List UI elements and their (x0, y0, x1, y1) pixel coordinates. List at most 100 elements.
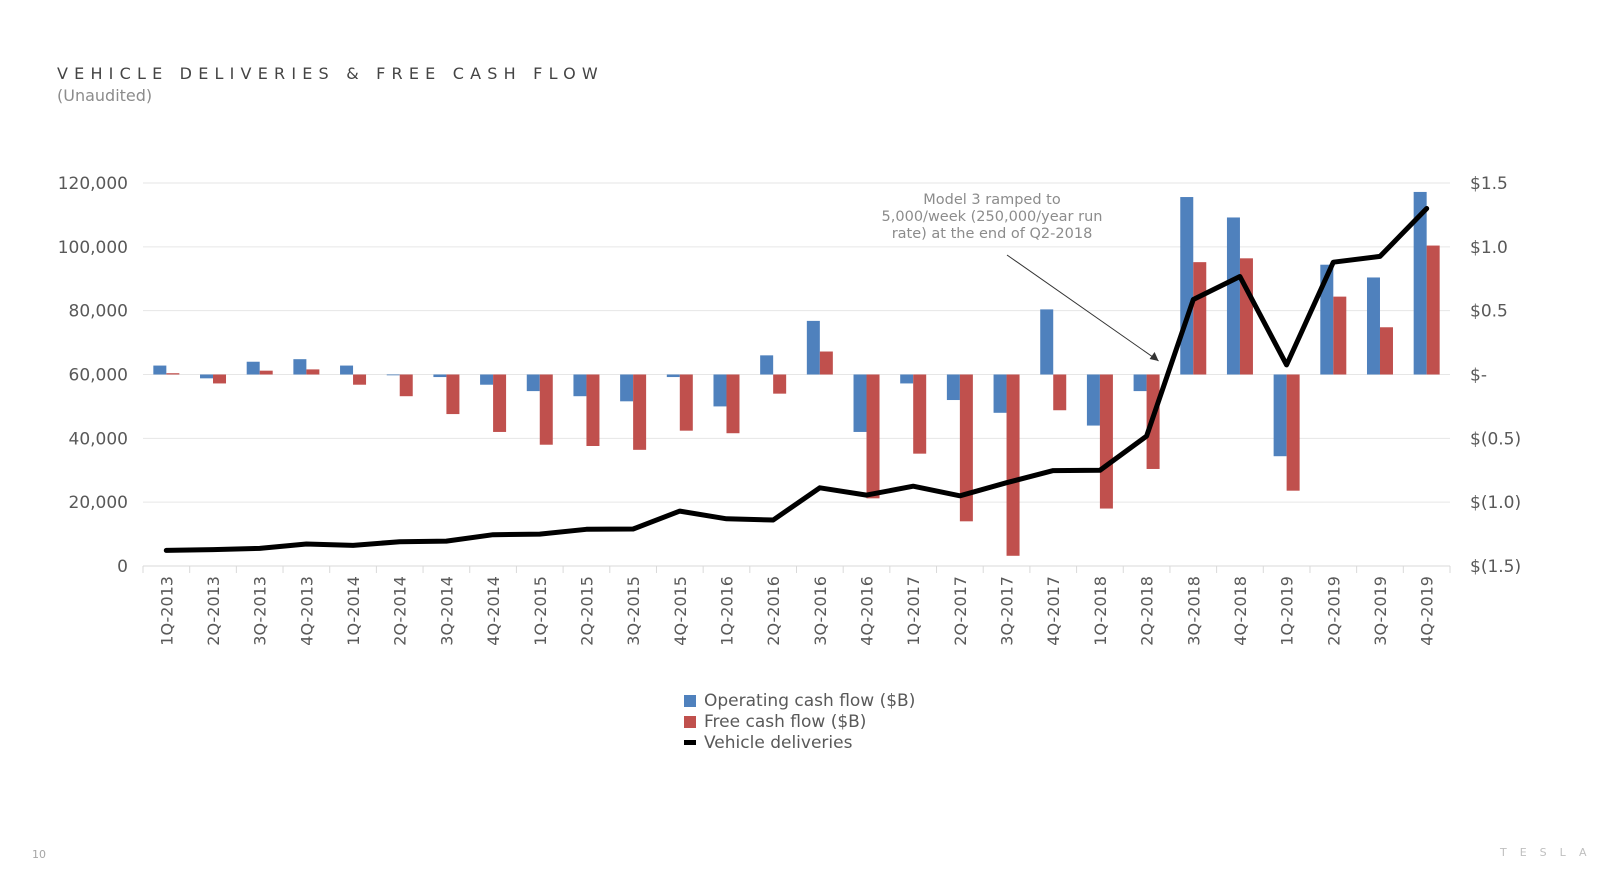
operating-cash-flow-bar (900, 374, 914, 384)
annotation-text-line: rate) at the end of Q2-2018 (892, 226, 1093, 242)
operating-cash-flow-bar (526, 374, 540, 392)
deliveries-line-group (163, 206, 1430, 553)
operating-cash-flow-bar (1226, 217, 1240, 375)
operating-cash-flow-bar (760, 355, 774, 375)
operating-cash-flow-bar (1180, 197, 1194, 375)
operating-cash-flow-bar (386, 374, 400, 376)
legend-label-free: Free cash flow ($B) (704, 711, 867, 732)
x-tick-label: 1Q-2017 (904, 576, 923, 646)
legend-swatch-operating (684, 694, 696, 707)
free-cash-flow-bar (353, 374, 367, 385)
x-tick-labels: 1Q-2013 2Q-2013 3Q-2013 4Q-2013 1Q-2014 2Q-20… (157, 576, 1436, 646)
x-tick-label: 2Q-2013 (204, 576, 223, 646)
right-axis-ticks: $(1.5) $(1.0) $(0.5) $- $0.5 $1.0 $1.5 (1470, 174, 1521, 577)
x-tick-label: 3Q-2016 (811, 576, 830, 646)
operating-cash-flow-bar (713, 374, 727, 407)
x-tick-label: 4Q-2015 (671, 576, 690, 646)
vehicle-deliveries-line (163, 206, 1430, 553)
chart-subtitle: (Unaudited) (57, 86, 153, 105)
free-cash-flow-bar (633, 374, 647, 450)
x-tick-label: 3Q-2014 (437, 576, 456, 646)
legend-swatch-deliveries (684, 740, 696, 745)
free-cash-flow-bar (959, 374, 973, 522)
gridlines (143, 182, 1450, 503)
x-tick-label: 4Q-2018 (1231, 576, 1250, 646)
free-cash-flow-bar (586, 374, 600, 446)
x-tick-label: 4Q-2014 (484, 576, 503, 646)
free-cash-flow-bar (679, 374, 693, 431)
legend-item-deliveries: Vehicle deliveries (684, 732, 915, 753)
legend-label-deliveries: Vehicle deliveries (704, 732, 853, 753)
x-tick-label: 3Q-2015 (624, 576, 643, 646)
free-cash-flow-bar (1099, 374, 1113, 509)
x-tick-label: 4Q-2013 (297, 576, 316, 646)
operating-cash-flow-bar (246, 361, 260, 375)
legend-label-operating: Operating cash flow ($B) (704, 690, 916, 711)
free-cash-flow-bar (866, 374, 880, 499)
operating-cash-flow-bar (293, 359, 307, 375)
x-tick-label: 2Q-2015 (577, 576, 596, 646)
operating-cash-flow-bar (1133, 374, 1147, 392)
operating-cash-flow-bar (666, 374, 680, 378)
right-tick-label: $1.0 (1470, 238, 1508, 258)
annotation-text-line: Model 3 ramped to (923, 192, 1061, 208)
x-tick-label: 4Q-2019 (1418, 576, 1437, 646)
x-tick-label: 1Q-2019 (1278, 576, 1297, 646)
free-cash-flow-bar (1006, 374, 1020, 556)
x-tick-label: 3Q-2017 (998, 576, 1017, 646)
x-tick-label: 3Q-2019 (1371, 576, 1390, 646)
right-tick-label: $1.5 (1470, 174, 1508, 194)
x-tick-label: 3Q-2018 (1184, 576, 1203, 646)
left-tick-label: 120,000 (58, 174, 128, 194)
left-axis-ticks: 0 20,000 40,000 60,000 80,000 100,000 120,000 (58, 174, 128, 577)
operating-cash-flow-bar (946, 374, 960, 401)
x-tick-label: 2Q-2014 (391, 576, 410, 646)
free-cash-flow-bar (493, 374, 507, 432)
operating-cash-flow-bar (200, 374, 214, 379)
operating-cash-flow-bar (480, 374, 494, 385)
free-cash-flow-bar (726, 374, 740, 434)
brand-logo: TESLA (1500, 846, 1600, 859)
operating-cash-flow-bar (1086, 374, 1100, 426)
annotation-group: Model 3 ramped to5,000/week (250,000/yea… (882, 192, 1159, 362)
operating-cash-flow-bar (1273, 374, 1287, 457)
right-tick-label: $(1.5) (1470, 557, 1521, 577)
free-cash-flow-bar (913, 374, 927, 454)
annotation-text-line: 5,000/week (250,000/year run (882, 209, 1103, 225)
free-cash-flow-bar (1193, 262, 1207, 375)
free-cash-flow-bar (166, 373, 180, 375)
right-tick-label: $(0.5) (1470, 429, 1521, 449)
free-cash-flow-bar (539, 374, 553, 445)
free-cash-flow-bar (1286, 374, 1300, 491)
free-cash-flow-bar (399, 374, 413, 397)
free-cash-flow-bar (1053, 374, 1067, 411)
operating-cash-flow-bar (153, 365, 167, 375)
operating-cash-flow-bar (1040, 309, 1054, 375)
free-cash-flow-bar (819, 351, 833, 375)
operating-cash-flow-bar (853, 374, 867, 432)
operating-cash-flow-bar (1413, 191, 1427, 375)
left-tick-label: 60,000 (69, 366, 128, 386)
x-tick-label: 3Q-2013 (251, 576, 270, 646)
operating-cash-flow-bar (1320, 264, 1334, 375)
x-tick-label: 2Q-2016 (764, 576, 783, 646)
x-tick-label: 1Q-2014 (344, 576, 363, 646)
page-number: 10 (32, 848, 46, 861)
right-tick-label: $- (1470, 366, 1487, 386)
x-tick-label: 2Q-2018 (1138, 576, 1157, 646)
operating-cash-flow-bar (433, 374, 447, 378)
left-tick-label: 40,000 (69, 429, 128, 449)
right-tick-label: $(1.0) (1470, 493, 1521, 513)
left-tick-label: 0 (117, 557, 128, 577)
free-cash-flow-bar (259, 370, 273, 375)
legend: Operating cash flow ($B) Free cash flow … (684, 690, 915, 753)
chart-canvas: 020,00040,00060,00080,000100,000120,000 … (58, 174, 1521, 646)
chart-title: VEHICLE DELIVERIES & FREE CASH FLOW (57, 64, 604, 83)
free-cash-flow-bar (213, 374, 227, 384)
free-cash-flow-bar (773, 374, 787, 394)
free-cash-flow-bar (1379, 327, 1393, 375)
free-cash-flow-bar (1426, 245, 1440, 375)
x-tick-label: 1Q-2013 (157, 576, 176, 646)
bars-group (153, 191, 1440, 556)
free-cash-flow-bar (446, 374, 460, 415)
